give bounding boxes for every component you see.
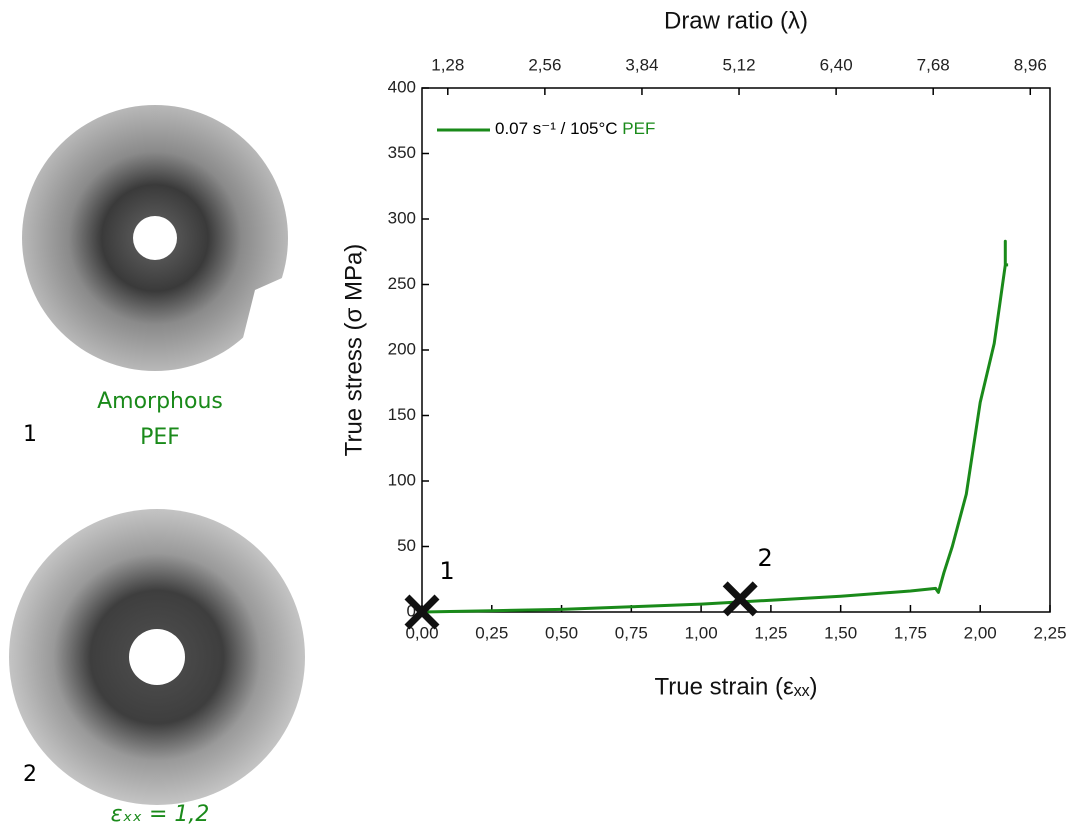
y-tick-label: 50 — [397, 536, 416, 555]
panel-caption: PEF — [140, 425, 180, 450]
y-tick-label: 150 — [388, 405, 416, 424]
x-tick-label: 1,25 — [754, 623, 787, 642]
cross-marker — [404, 594, 440, 630]
legend: 0.07 s⁻¹ / 105°C PEF — [437, 119, 655, 138]
x-tick-label: 0,25 — [475, 623, 508, 642]
x2-tick-label: 5,12 — [722, 55, 755, 74]
marker-label: 2 — [758, 544, 773, 572]
series-line — [421, 239, 1009, 614]
x-tick-label: 1,50 — [824, 623, 857, 642]
legend-label: 0.07 s⁻¹ / 105°C PEF — [495, 119, 655, 138]
diffraction-2 — [9, 509, 305, 805]
x-tick-label: 0,50 — [545, 623, 578, 642]
y-tick-label: 250 — [388, 274, 416, 293]
panel-caption: εₓₓ = 1,2 — [111, 802, 210, 827]
panel-number: 1 — [23, 422, 37, 447]
x-tick-label: 0,75 — [615, 623, 648, 642]
marker-label: 1 — [439, 557, 454, 585]
x-axis-title: True strain (εₓₓ) — [655, 673, 818, 700]
y-tick-label: 300 — [388, 208, 416, 227]
x-tick-label: 1,00 — [685, 623, 718, 642]
y-tick-label: 0 — [407, 601, 416, 620]
x2-tick-label: 6,40 — [820, 55, 853, 74]
x2-axis-title: Draw ratio (λ) — [664, 7, 808, 34]
panel-caption: Amorphous — [97, 389, 223, 414]
legend-name: 0.07 s⁻¹ / 105°C — [495, 119, 618, 138]
x2-tick-label: 8,96 — [1014, 55, 1047, 74]
legend-material: PEF — [622, 119, 655, 138]
y-tick-label: 100 — [388, 470, 416, 489]
y-tick-label: 350 — [388, 143, 416, 162]
y-tick-label: 400 — [388, 77, 416, 96]
x-tick-label: 0,00 — [405, 623, 438, 642]
x2-tick-label: 7,68 — [917, 55, 950, 74]
y-tick-label: 200 — [388, 339, 416, 358]
x2-tick-label: 1,28 — [431, 55, 464, 74]
x-tick-label: 1,75 — [894, 623, 927, 642]
diffraction-1 — [22, 105, 300, 390]
x-tick-label: 2,00 — [964, 623, 997, 642]
x2-tick-label: 3,84 — [625, 55, 658, 74]
x-tick-label: 2,25 — [1033, 623, 1066, 642]
cross-marker — [722, 581, 758, 617]
panel-number: 2 — [23, 762, 37, 787]
y-axis-title: True stress (σ MPa) — [340, 244, 367, 457]
x2-tick-label: 2,56 — [528, 55, 561, 74]
